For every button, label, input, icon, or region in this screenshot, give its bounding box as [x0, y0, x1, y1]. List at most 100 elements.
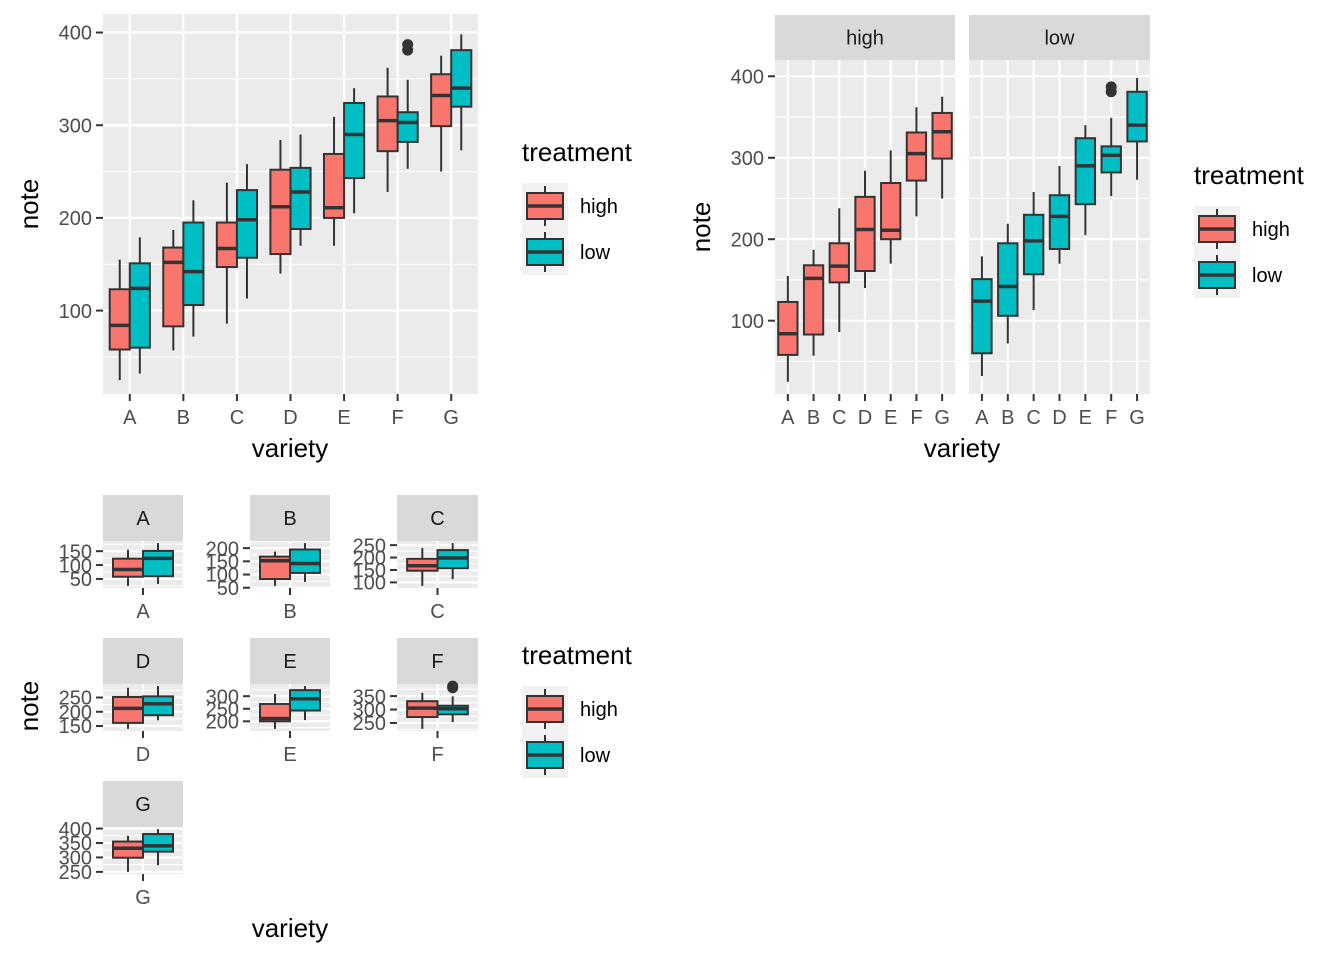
plot3-F-y-tick-label: 300 [353, 700, 386, 722]
legend-label-high: high [580, 196, 618, 218]
plot3-B-strip [250, 495, 330, 541]
plot3-B-y-tick-label: 100 [206, 565, 239, 587]
plot3-G-y-tick-label: 250 [59, 862, 92, 884]
plot2-high-E-box [880, 182, 902, 241]
y-axis-title: note [14, 179, 44, 230]
plot2-high-G-box [931, 111, 953, 160]
plot1-x-tick-label: C [230, 407, 244, 429]
plot3-A-low-box [142, 549, 174, 578]
plot3-G-y-tick-label: 400 [59, 819, 92, 841]
plot3-A-y-tick-label: 50 [70, 569, 92, 591]
plot2-high-x-tick-label: D [858, 407, 872, 429]
plot2-low-x-tick-label: A [975, 407, 989, 429]
plot1-D-high-box [269, 168, 292, 256]
plot3-D-y-tick-label: 250 [59, 688, 92, 710]
plot2-low-F-box [1100, 145, 1122, 174]
plot3-B-x-tick-label: B [283, 601, 296, 623]
plot1-y-tick-label: 300 [59, 115, 92, 137]
plot3-G-low-box [142, 833, 174, 853]
plot2-high-x-tick-label: G [934, 407, 950, 429]
plot3-C-y-tick-label: 100 [353, 573, 386, 595]
plot1-F-high-box [376, 95, 399, 153]
plot2-high-y-tick-label: 400 [731, 66, 764, 88]
legend-title: treatment [522, 137, 633, 167]
plot3-D-strip [103, 638, 183, 684]
plot2-low-x-tick-label: F [1105, 407, 1117, 429]
plot3-E-strip-label: E [283, 651, 296, 673]
plot1-x-tick-label: A [123, 407, 137, 429]
plot2-high-x-tick-label: E [884, 407, 897, 429]
plot3-C-strip [397, 495, 478, 541]
plot1-B-high-box [162, 246, 185, 328]
plot3-F-low-outlier-1 [447, 680, 459, 692]
plot2-low-G-box [1126, 90, 1148, 143]
plot3-E-y-tick-label: 300 [206, 686, 239, 708]
plot2-low-F-outlier-1 [1105, 81, 1117, 93]
plot3-C-y-tick-label: 250 [353, 535, 386, 557]
plot1-x-tick-label: E [337, 407, 350, 429]
plot2-low-x-tick-label: E [1079, 407, 1092, 429]
plot2-high-A-box [777, 300, 799, 356]
plot3-C-x-tick-label: C [430, 601, 444, 623]
plot3-D-x-tick-label: D [136, 744, 150, 766]
plot3-D-y-tick-label: 150 [59, 716, 92, 738]
plot3-G-y-tick-label: 300 [59, 848, 92, 870]
plot1-C-high-box [215, 221, 238, 269]
plot2-low-E-box [1074, 137, 1097, 206]
plot3-B-y-tick-label: 50 [217, 578, 239, 600]
legend-title: treatment [522, 640, 633, 670]
plot2-high-x-tick-label: A [781, 407, 795, 429]
plot3-G-x-tick-label: G [135, 887, 151, 909]
plot1-x-tick-label: F [392, 407, 404, 429]
plot2-high-B-box [802, 264, 825, 336]
legend-label-high: high [1252, 219, 1290, 241]
plot1-F-low-box [396, 111, 419, 143]
plot3-E-strip [250, 638, 330, 684]
plot3-F-y-tick-label: 350 [353, 686, 386, 708]
x-axis-title: variety [252, 913, 329, 943]
plot2-low-x-tick-label: C [1026, 407, 1040, 429]
plot2-low-strip [969, 15, 1150, 60]
plot2-low-B-box [997, 242, 1019, 317]
plot3-A-y-tick-label: 150 [59, 541, 92, 563]
plot2-high-C-box [828, 242, 850, 284]
plot1-D-low-box [289, 166, 312, 231]
plot3-A-x-tick-label: A [136, 601, 150, 623]
plot3-E-y-tick-label: 200 [206, 712, 239, 734]
plot2-high-F-box [905, 131, 928, 182]
plot3-G-y-tick-label: 350 [59, 833, 92, 855]
legend-label-high: high [580, 699, 618, 721]
plot2-high-strip [775, 15, 955, 60]
plot2-low-D-box [1048, 194, 1071, 250]
plot2-high-y-tick-label: 300 [731, 148, 764, 170]
plot2-high-x-tick-label: F [910, 407, 922, 429]
plot3-A-y-tick-label: 100 [59, 555, 92, 577]
plot1-y-tick-label: 200 [59, 208, 92, 230]
plot3-C-y-tick-label: 200 [353, 548, 386, 570]
y-axis-title: note [14, 681, 44, 732]
plot3-G-strip-label: G [135, 794, 151, 816]
plot2-high-x-tick-label: C [832, 407, 846, 429]
plot2-low-x-tick-label: G [1129, 407, 1145, 429]
plot3-C-y-tick-label: 150 [353, 560, 386, 582]
plot2-low-A-box [971, 278, 993, 355]
plot2-low-strip-label: low [1044, 28, 1075, 50]
plot1-C-low-box [235, 189, 259, 259]
plot3-E-y-tick-label: 250 [206, 699, 239, 721]
plot2-low-x-tick-label: B [1001, 407, 1014, 429]
plot1-y-tick-label: 400 [59, 23, 92, 45]
plot2-low-C-box [1022, 213, 1045, 276]
plot3-A-strip-label: A [136, 508, 150, 530]
plot2-high-strip-label: high [846, 28, 884, 50]
plot1-x-tick-label: D [283, 407, 297, 429]
plot3-A-high-box [112, 557, 144, 578]
plot1-E-high-box [322, 152, 346, 219]
plot3-D-strip-label: D [136, 651, 150, 673]
plot1-y-tick-label: 100 [59, 301, 92, 323]
plot3-A-strip [103, 495, 183, 541]
plot1-A-low-box [128, 262, 151, 349]
plot2-high-x-tick-label: B [807, 407, 820, 429]
legend-label-low: low [1252, 265, 1283, 287]
plot2-high-y-tick-label: 100 [731, 311, 764, 333]
